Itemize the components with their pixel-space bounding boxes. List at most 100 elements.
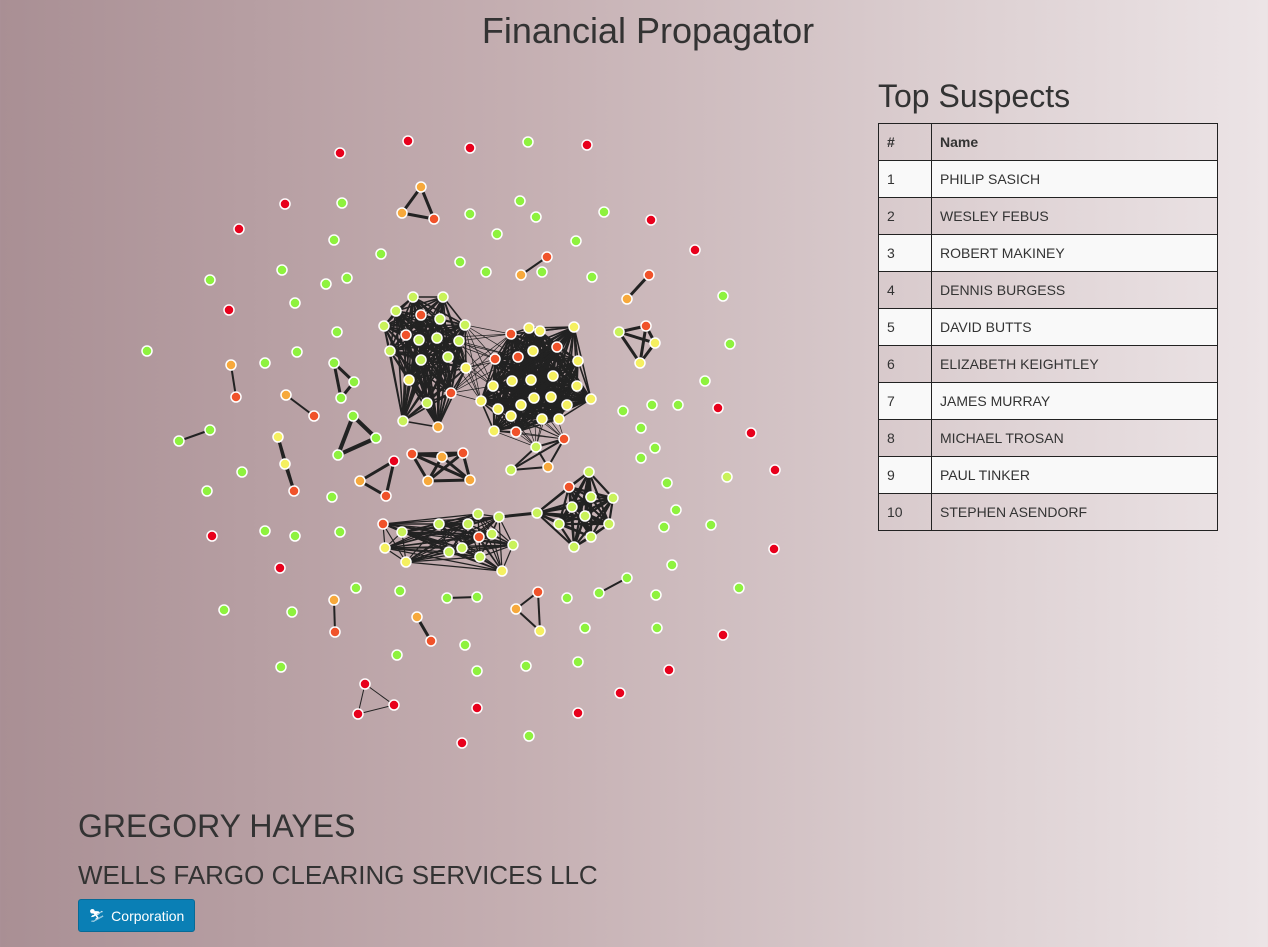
table-row[interactable]: 1 PHILIP SASICH xyxy=(878,160,1218,198)
graph-node[interactable] xyxy=(259,357,271,369)
graph-node[interactable] xyxy=(434,313,446,325)
graph-node[interactable] xyxy=(523,730,535,742)
graph-node[interactable] xyxy=(332,449,344,461)
graph-node[interactable] xyxy=(635,422,647,434)
graph-node[interactable] xyxy=(432,421,444,433)
graph-node[interactable] xyxy=(328,594,340,606)
graph-node[interactable] xyxy=(456,542,468,554)
graph-node[interactable] xyxy=(471,591,483,603)
graph-node[interactable] xyxy=(204,274,216,286)
graph-node[interactable] xyxy=(717,629,729,641)
graph-node[interactable] xyxy=(173,435,185,447)
graph-node[interactable] xyxy=(204,424,216,436)
graph-node[interactable] xyxy=(334,147,346,159)
graph-node[interactable] xyxy=(336,197,348,209)
graph-node[interactable] xyxy=(640,320,652,332)
graph-node[interactable] xyxy=(375,248,387,260)
graph-node[interactable] xyxy=(545,391,557,403)
graph-node[interactable] xyxy=(380,490,392,502)
graph-node[interactable] xyxy=(505,328,517,340)
graph-node[interactable] xyxy=(523,322,535,334)
graph-node[interactable] xyxy=(443,546,455,558)
graph-node[interactable] xyxy=(658,521,670,533)
graph-node[interactable] xyxy=(643,269,655,281)
table-row[interactable]: 10 STEPHEN ASENDORF xyxy=(878,493,1218,531)
graph-node[interactable] xyxy=(547,370,559,382)
graph-node[interactable] xyxy=(510,603,522,615)
graph-node[interactable] xyxy=(514,195,526,207)
graph-node[interactable] xyxy=(415,181,427,193)
graph-node[interactable] xyxy=(487,380,499,392)
graph-node[interactable] xyxy=(586,271,598,283)
graph-node[interactable] xyxy=(566,501,578,513)
graph-node[interactable] xyxy=(496,565,508,577)
graph-node[interactable] xyxy=(436,451,448,463)
graph-node[interactable] xyxy=(649,442,661,454)
graph-node[interactable] xyxy=(402,135,414,147)
graph-node[interactable] xyxy=(635,452,647,464)
graph-node[interactable] xyxy=(388,455,400,467)
graph-node[interactable] xyxy=(379,542,391,554)
graph-node[interactable] xyxy=(530,441,542,453)
graph-node[interactable] xyxy=(493,511,505,523)
graph-node[interactable] xyxy=(403,374,415,386)
graph-node[interactable] xyxy=(378,320,390,332)
graph-node[interactable] xyxy=(459,319,471,331)
graph-node[interactable] xyxy=(329,626,341,638)
graph-node[interactable] xyxy=(583,466,595,478)
graph-node[interactable] xyxy=(276,264,288,276)
graph-node[interactable] xyxy=(541,251,553,263)
graph-node[interactable] xyxy=(400,329,412,341)
graph-node[interactable] xyxy=(581,139,593,151)
graph-node[interactable] xyxy=(585,393,597,405)
graph-node[interactable] xyxy=(634,357,646,369)
graph-node[interactable] xyxy=(512,351,524,363)
table-row[interactable]: 9 PAUL TINKER xyxy=(878,456,1218,494)
graph-node[interactable] xyxy=(705,519,717,531)
graph-node[interactable] xyxy=(289,530,301,542)
graph-node[interactable] xyxy=(259,525,271,537)
graph-node[interactable] xyxy=(472,508,484,520)
graph-node[interactable] xyxy=(286,606,298,618)
graph-node[interactable] xyxy=(505,464,517,476)
graph-node[interactable] xyxy=(561,592,573,604)
graph-node[interactable] xyxy=(421,397,433,409)
graph-node[interactable] xyxy=(462,518,474,530)
graph-node[interactable] xyxy=(525,374,537,386)
graph-node[interactable] xyxy=(480,266,492,278)
graph-node[interactable] xyxy=(422,475,434,487)
graph-node[interactable] xyxy=(563,481,575,493)
graph-node[interactable] xyxy=(454,256,466,268)
graph-node[interactable] xyxy=(515,399,527,411)
graph-node[interactable] xyxy=(441,592,453,604)
graph-node[interactable] xyxy=(464,208,476,220)
graph-node[interactable] xyxy=(558,433,570,445)
graph-node[interactable] xyxy=(561,399,573,411)
graph-node[interactable] xyxy=(607,492,619,504)
graph-node[interactable] xyxy=(445,387,457,399)
graph-node[interactable] xyxy=(506,375,518,387)
graph-node[interactable] xyxy=(670,504,682,516)
graph-node[interactable] xyxy=(288,485,300,497)
graph-node[interactable] xyxy=(326,491,338,503)
graph-node[interactable] xyxy=(488,425,500,437)
graph-node[interactable] xyxy=(275,661,287,673)
graph-node[interactable] xyxy=(553,518,565,530)
graph-node[interactable] xyxy=(352,708,364,720)
graph-node[interactable] xyxy=(272,431,284,443)
graph-node[interactable] xyxy=(350,582,362,594)
graph-node[interactable] xyxy=(568,321,580,333)
graph-node[interactable] xyxy=(348,376,360,388)
graph-node[interactable] xyxy=(141,345,153,357)
graph-node[interactable] xyxy=(456,737,468,749)
graph-node[interactable] xyxy=(534,625,546,637)
graph-node[interactable] xyxy=(661,477,673,489)
graph-node[interactable] xyxy=(663,664,675,676)
graph-node[interactable] xyxy=(515,269,527,281)
graph-node[interactable] xyxy=(579,510,591,522)
graph-node[interactable] xyxy=(396,207,408,219)
graph-node[interactable] xyxy=(335,392,347,404)
graph-node[interactable] xyxy=(572,355,584,367)
graph-node[interactable] xyxy=(388,699,400,711)
graph-node[interactable] xyxy=(603,518,615,530)
